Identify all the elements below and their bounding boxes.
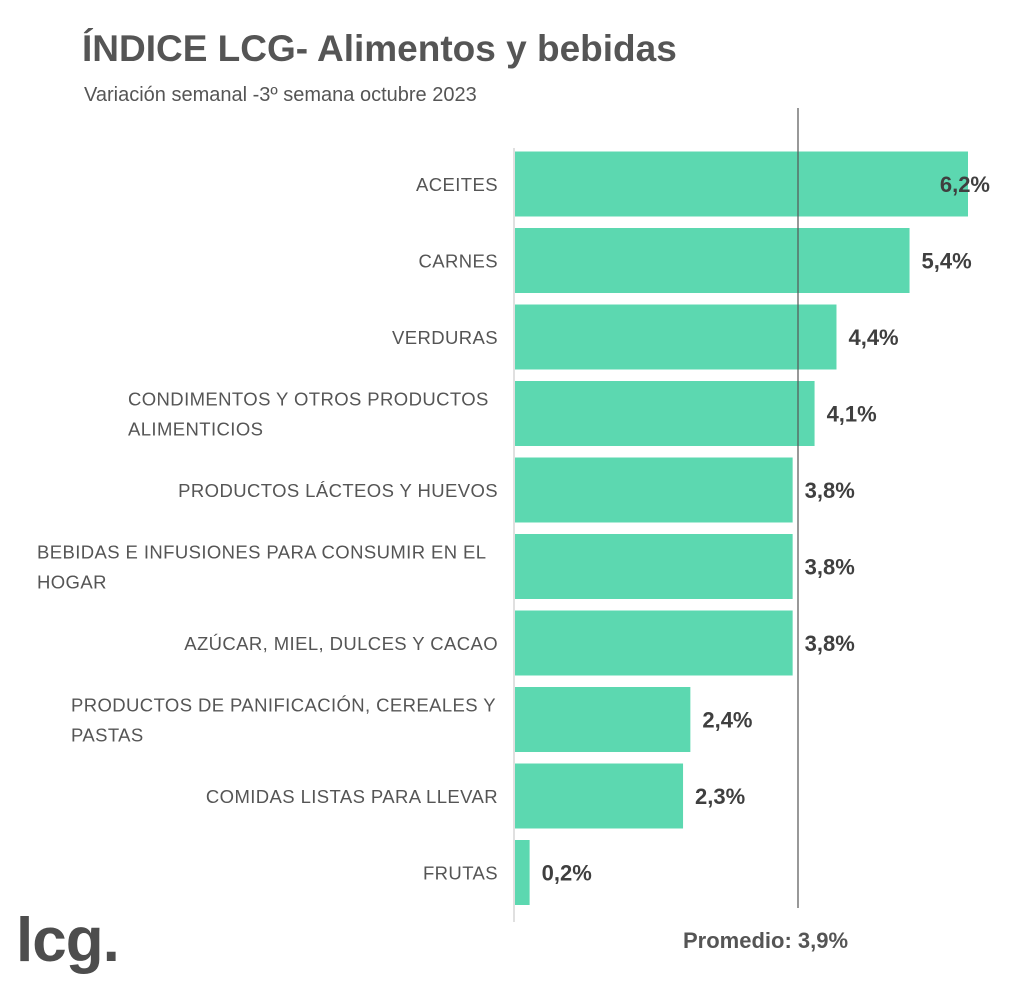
category-label-1: ACEITES <box>416 174 498 195</box>
bar-4 <box>515 381 815 446</box>
category-label-4: CONDIMENTOS Y OTROS PRODUCTOS ALIMENTICIO… <box>128 389 489 440</box>
value-label-1: 6,2% <box>940 172 990 197</box>
category-label-5: PRODUCTOS LÁCTEOS Y HUEVOS <box>178 480 498 501</box>
bar-8 <box>515 687 691 752</box>
category-label-2: CARNES <box>419 251 499 272</box>
category-label-8: PRODUCTOS DE PANIFICACIÓN, CEREALES Y PAS… <box>71 695 496 746</box>
value-label-4: 4,1% <box>827 402 877 427</box>
bar-3 <box>515 304 837 370</box>
value-label-8: 2,4% <box>702 708 752 733</box>
chart-title: ÍNDICE LCG- Alimentos y bebidas <box>82 28 677 69</box>
category-label-6: BEBIDAS E INFUSIONES PARA CONSUMIR EN EL… <box>37 542 486 593</box>
average-label: Promedio: 3,9% <box>683 928 848 953</box>
value-label-9: 2,3% <box>695 784 745 809</box>
value-label-10: 0,2% <box>542 861 592 886</box>
category-label-3: VERDURAS <box>392 327 498 348</box>
bar-5 <box>515 457 793 523</box>
bar-10 <box>515 840 530 905</box>
chart-subtitle: Variación semanal -3º semana octubre 202… <box>84 84 477 106</box>
category-label-9: COMIDAS LISTAS PARA LLEVAR <box>206 786 498 807</box>
bar-6 <box>515 534 793 599</box>
value-label-2: 5,4% <box>922 249 972 274</box>
value-label-5: 3,8% <box>805 478 855 503</box>
value-label-7: 3,8% <box>805 631 855 656</box>
lcg-logo: lcg. <box>16 906 120 975</box>
category-label-10: FRUTAS <box>423 863 498 884</box>
bar-2 <box>515 228 910 293</box>
bar-7 <box>515 610 793 676</box>
bar-9 <box>515 763 684 829</box>
value-label-6: 3,8% <box>805 555 855 580</box>
value-label-3: 4,4% <box>848 325 898 350</box>
category-label-7: AZÚCAR, MIEL, DULCES Y CACAO <box>184 633 498 654</box>
bar-1 <box>515 151 968 217</box>
